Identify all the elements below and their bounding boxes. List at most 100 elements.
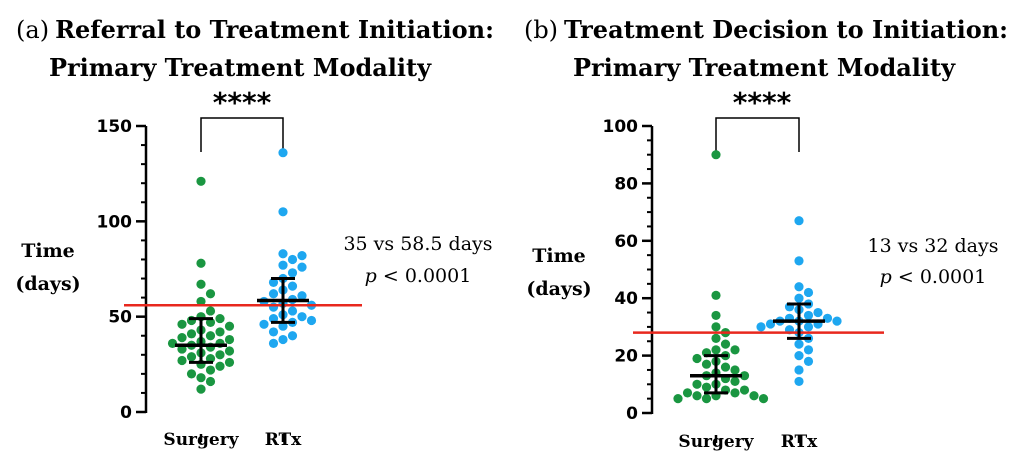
y-tick-label: 150 [97, 117, 133, 137]
data-point [205, 306, 216, 316]
data-point [297, 262, 307, 272]
data-point [215, 361, 225, 371]
data-point [701, 359, 712, 369]
data-point [268, 302, 279, 312]
data-point [205, 317, 216, 327]
annotation-medians: 13 vs 32 days [868, 235, 999, 257]
chart-title-line2: Primary Treatment Modality [573, 53, 956, 82]
data-point [177, 319, 187, 329]
data-point [692, 353, 702, 364]
plot-area: 0 50 100 150 Surgery RTx [97, 117, 362, 450]
data-point [701, 394, 712, 404]
data-point [758, 394, 769, 404]
data-point [186, 329, 197, 339]
data-point [739, 371, 750, 381]
data-point [297, 312, 307, 322]
significance-stars: **** [733, 86, 792, 119]
data-point [224, 334, 235, 345]
y-axis-label-line1: Time [21, 240, 75, 262]
annotation-pvalue: p < 0.0001 [365, 265, 472, 287]
data-point [268, 277, 279, 287]
data-point [711, 150, 721, 160]
data-point [803, 356, 814, 366]
data-point [278, 321, 288, 331]
data-point [794, 376, 804, 387]
p-value-text: < 0.0001 [377, 265, 471, 287]
significance-bracket [715, 117, 800, 152]
data-point [306, 315, 317, 326]
y-tick-label: 100 [603, 117, 639, 137]
data-point [794, 256, 804, 266]
data-point [720, 339, 731, 349]
data-point [682, 388, 693, 398]
data-point [278, 249, 288, 259]
data-point [739, 385, 750, 395]
data-point [692, 379, 702, 389]
data-point [832, 316, 842, 326]
data-point [224, 321, 235, 331]
data-point [701, 382, 712, 392]
data-point [730, 345, 740, 355]
data-point [673, 394, 683, 404]
y-tick-label: 60 [614, 232, 638, 252]
data-point [813, 307, 823, 318]
data-point [803, 322, 814, 332]
data-point [822, 313, 833, 323]
y-tick-label: 40 [614, 289, 638, 309]
y-axis-label-line2: (days) [526, 278, 591, 300]
data-point [177, 333, 187, 343]
data-point [268, 289, 279, 299]
data-point [186, 369, 197, 379]
y-tick-label: 0 [626, 404, 638, 424]
x-tick-label: RTx [265, 430, 302, 450]
y-tick-label: 100 [97, 212, 133, 232]
data-point [278, 148, 288, 158]
chart-title-line1: (a) Referral to Treatment Initiation: [16, 15, 494, 44]
data-point [205, 365, 216, 375]
data-point [756, 322, 766, 332]
data-point [196, 279, 206, 289]
plot-area: 0 20 40 60 80 100 Surgery RTx [603, 117, 884, 452]
chart-b: (b) Treatment Decision to Initiation: Pri… [524, 15, 1008, 452]
y-axis-label-line1: Time [532, 245, 586, 267]
data-point [794, 351, 804, 361]
data-point [196, 258, 206, 268]
data-point [196, 296, 206, 307]
y-tick-label: 0 [120, 403, 132, 423]
data-point [794, 282, 804, 292]
data-point [196, 176, 206, 186]
data-point [287, 254, 298, 265]
data-point [730, 365, 740, 375]
data-point [297, 251, 307, 261]
data-point [186, 352, 197, 362]
data-point [794, 339, 804, 349]
x-tick-label: Surgery [163, 430, 239, 450]
panel-a: (a) Referral to Treatment Initiation: Pri… [0, 0, 510, 457]
data-point [278, 334, 288, 345]
y-axis-label-line2: (days) [15, 273, 80, 295]
x-tick-label: Surgery [678, 432, 754, 452]
y-tick-label: 50 [108, 308, 132, 328]
x-tick-label: RTx [781, 432, 818, 452]
data-point [224, 357, 235, 368]
annotation-pvalue: p < 0.0001 [880, 266, 987, 288]
data-point [711, 333, 721, 343]
data-point [711, 310, 721, 321]
data-point [287, 331, 298, 341]
data-point [803, 345, 814, 355]
y-tick-label: 80 [614, 174, 638, 194]
data-point [177, 355, 187, 366]
data-point [720, 362, 731, 372]
data-point [215, 327, 225, 337]
data-point [287, 281, 298, 291]
annotation-medians: 35 vs 58.5 days [343, 233, 492, 255]
y-tick-label: 20 [614, 347, 638, 367]
significance-bracket [200, 117, 284, 152]
data-point [205, 376, 216, 387]
data-point [268, 313, 279, 324]
data-point [205, 331, 216, 341]
data-point [287, 306, 298, 316]
chart-a: (a) Referral to Treatment Initiation: Pri… [15, 15, 494, 450]
data-point [278, 207, 288, 217]
data-point [224, 346, 235, 356]
